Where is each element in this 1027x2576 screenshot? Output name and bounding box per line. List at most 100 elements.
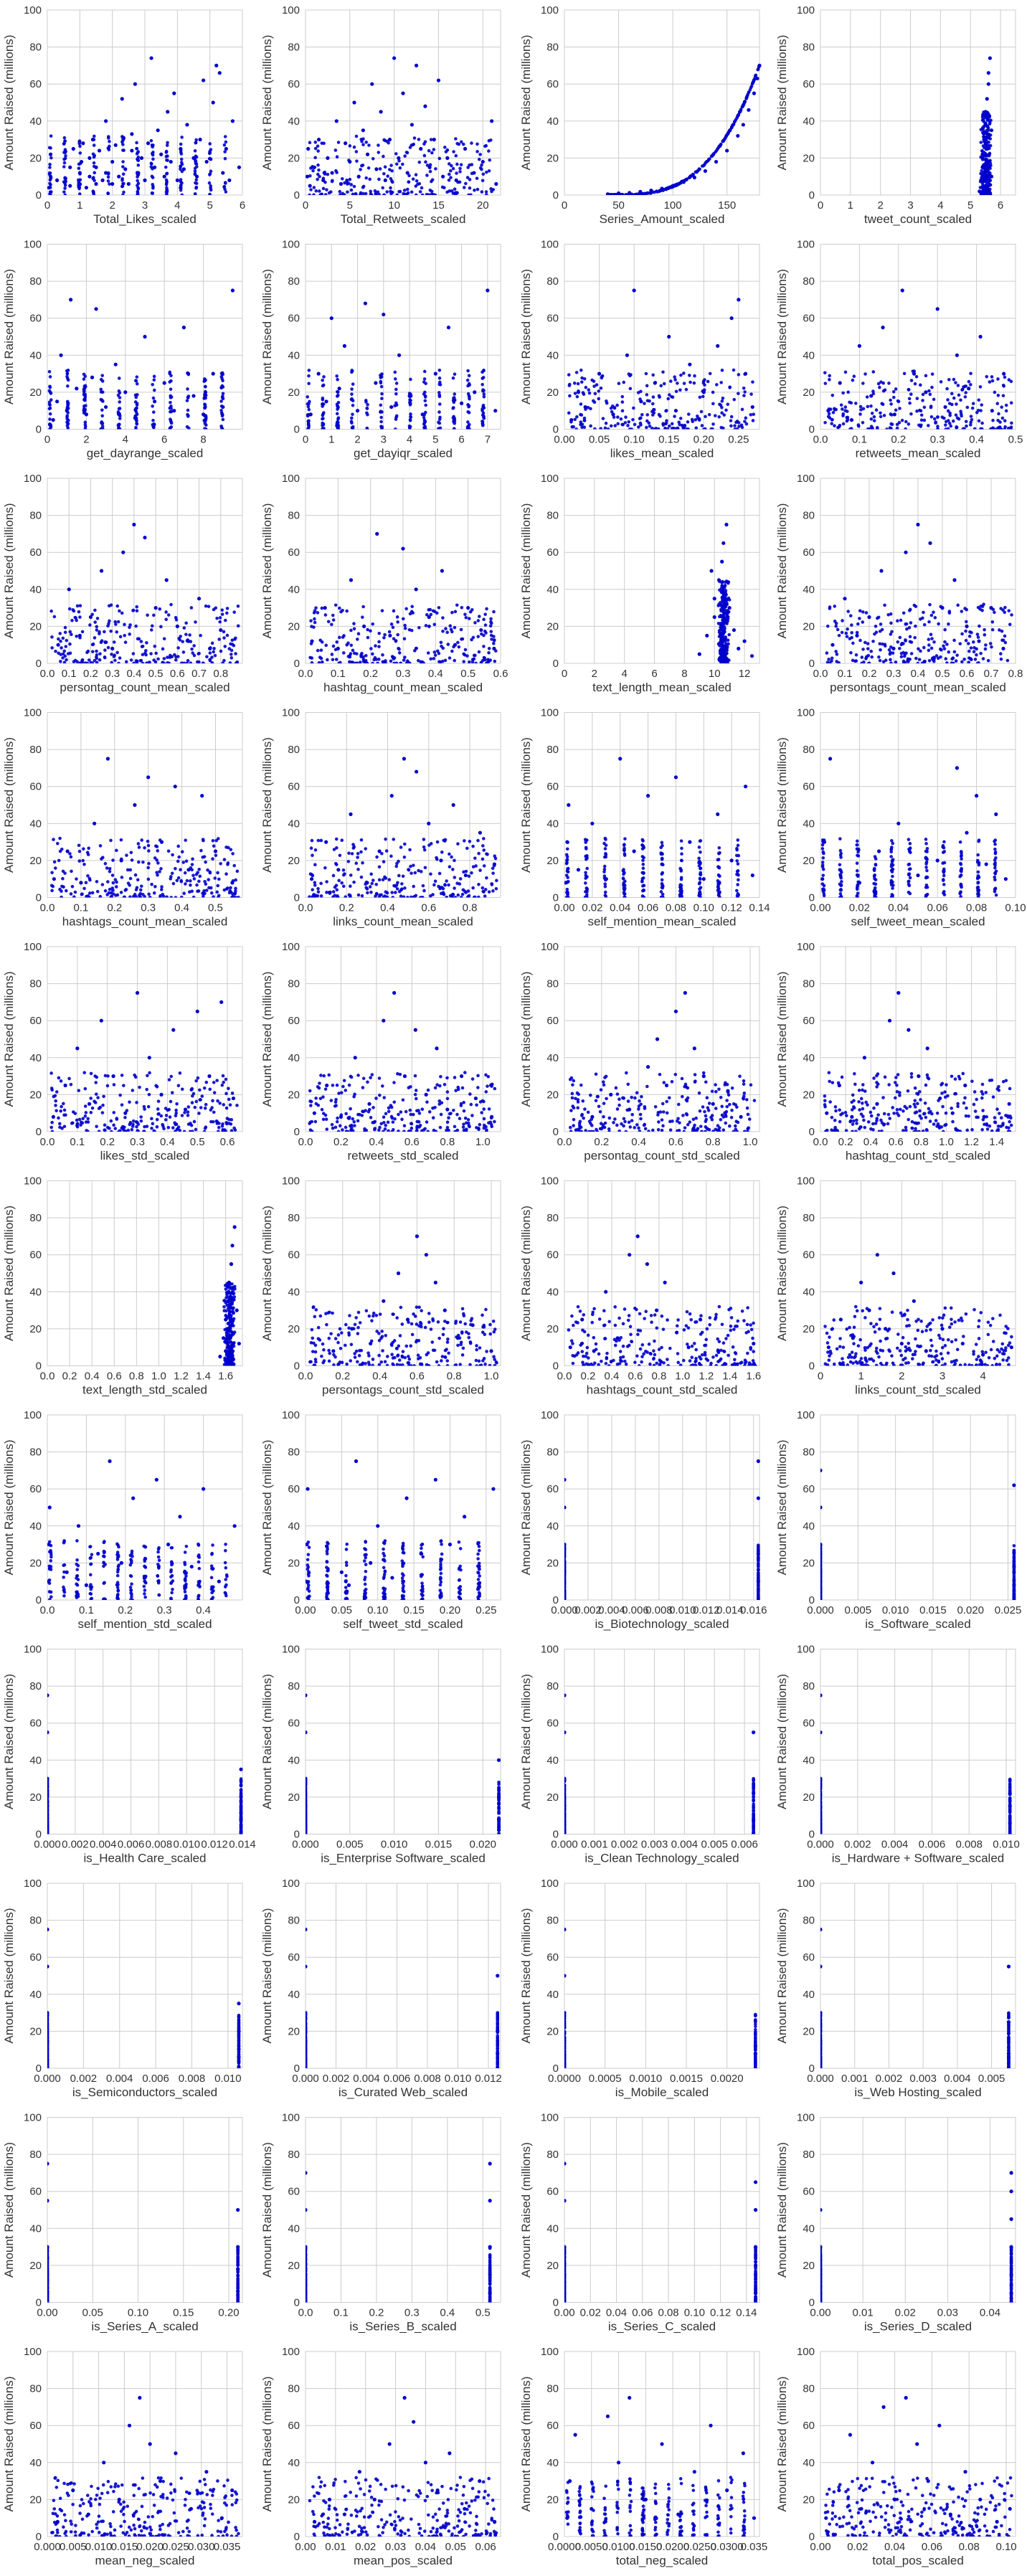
density-point [680,181,683,184]
density-point [333,894,337,897]
density-point [962,427,966,431]
density-point [381,653,384,657]
density-point [174,616,178,620]
density-point [106,146,110,150]
x-tick-label: 1 [848,199,853,212]
density-point [415,173,418,176]
density-point [969,423,972,427]
density-point [482,645,486,648]
density-point [336,412,339,416]
y-tick-label: 60 [29,78,42,90]
density-point [856,843,859,847]
data-point [389,405,393,409]
density-point [125,660,128,664]
density-point [165,172,169,176]
density-point [87,853,90,856]
density-point [821,888,825,891]
density-point [404,627,407,630]
density-point [409,415,412,419]
density-point [223,143,227,147]
density-point [377,632,381,635]
density-point [387,878,391,881]
density-point [308,895,311,899]
density-point [470,871,473,875]
y-tick-label: 40 [288,349,300,361]
density-point [831,394,835,397]
density-point [910,652,914,655]
density-point [379,167,382,171]
density-point [478,153,482,156]
data-point [736,134,739,138]
density-point [99,844,103,848]
density-point [681,426,685,430]
density-point [949,425,952,428]
density-point [100,427,103,431]
y-tick-label: 40 [288,115,300,128]
density-point [410,605,414,608]
density-point [422,392,426,396]
plot-area [564,713,759,898]
density-point [385,849,389,853]
density-point [577,382,580,386]
x-tick-label: 50 [612,199,625,212]
density-point [441,186,445,189]
density-point [395,662,399,666]
density-point [315,189,318,193]
density-point [166,141,169,145]
density-point [641,193,645,196]
density-point [962,385,965,389]
density-point [133,409,137,412]
density-point [137,861,141,864]
density-point [87,846,90,850]
density-point [445,879,448,883]
density-point [49,134,53,138]
density-point [866,395,869,399]
density-point [920,418,924,422]
density-point [569,420,573,424]
density-point [861,421,865,425]
density-point [145,641,148,645]
density-point [93,165,96,169]
density-point [331,180,334,184]
density-point [891,422,894,426]
density-point [603,837,607,840]
density-point [466,420,470,424]
density-point [914,657,918,660]
density-point [388,630,392,634]
density-point [184,882,187,886]
density-point [593,427,597,431]
y-tick-label: 0 [36,424,42,436]
density-point [420,896,424,899]
density-point [207,886,211,890]
density-point [701,395,705,399]
density-point [891,886,894,890]
density-point [491,871,495,875]
y-tick-label: 100 [541,707,559,719]
density-point [977,635,980,639]
data-point [820,877,824,881]
density-point [121,160,125,164]
density-point [437,391,441,394]
density-point [850,636,853,640]
x-tick-label: 15 [432,199,445,212]
density-point [832,411,836,415]
density-point [194,149,197,153]
density-point [385,140,389,143]
density-point [66,384,70,388]
data-point [100,569,103,572]
density-point [74,659,77,663]
density-point [454,610,458,614]
density-point [889,855,893,858]
density-point [823,371,827,374]
x-tick-label: 1 [77,199,82,212]
density-point [460,896,463,899]
density-point [214,853,218,857]
density-point [78,172,82,176]
density-point [316,178,319,181]
y-tick-label: 80 [546,744,559,756]
density-point [316,649,320,653]
density-point [871,640,875,643]
density-point [718,890,721,894]
density-point [891,858,895,861]
density-point [924,866,928,869]
